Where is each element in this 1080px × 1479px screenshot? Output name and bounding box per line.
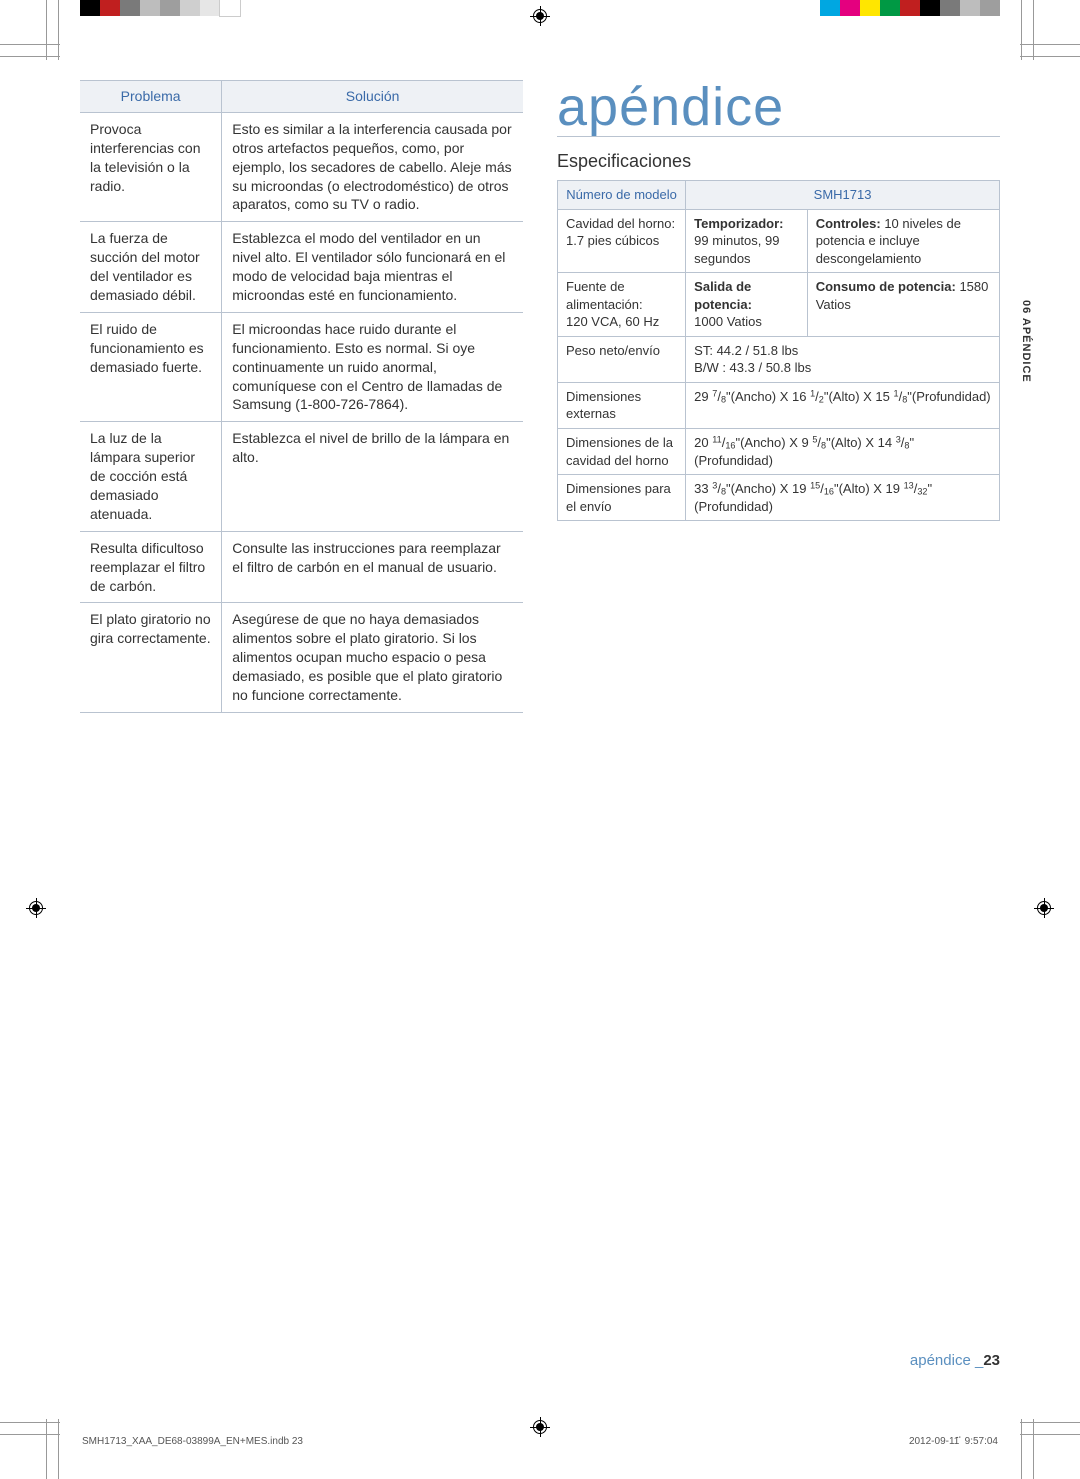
footer-page-number: 23 (983, 1352, 1000, 1369)
registration-chip (960, 0, 980, 16)
spec-row: Dimensiones externas29 7/8"(Ancho) X 16 … (558, 382, 1000, 428)
imprint-line: SMH1713_XAA_DE68-03899A_EN+MES.indb 23 2… (82, 1436, 998, 1447)
spec-value-cell: Consumo de potencia: 1580 Vatios (807, 273, 999, 337)
trouble-row: Provoca interferencias con la televisión… (80, 112, 523, 221)
registration-chip (980, 0, 1000, 16)
trouble-row: La luz de la lámpara superior de cocción… (80, 422, 523, 531)
spec-label-cell: Peso neto/envío (558, 336, 686, 382)
trouble-problem-cell: El plato giratorio no gira correctamente… (80, 603, 222, 712)
crop-mark (0, 44, 60, 45)
registration-chip (120, 0, 140, 16)
page-content: Problema Solución Provoca interferencias… (80, 80, 1000, 1369)
crop-mark (0, 1434, 60, 1435)
spec-value-cell: 33 3/8"(Ancho) X 19 15/16"(Alto) X 19 13… (686, 475, 1000, 521)
crop-mark (1021, 0, 1022, 60)
registration-chip (200, 0, 220, 16)
registration-chip (220, 0, 240, 16)
registration-chip (180, 0, 200, 16)
left-column: Problema Solución Provoca interferencias… (80, 80, 523, 713)
spec-label-cell: Fuente de alimentación: 120 VCA, 60 Hz (558, 273, 686, 337)
trouble-header-solution: Solución (222, 81, 523, 113)
trouble-row: El ruido de funcionamiento es demasiado … (80, 312, 523, 421)
registration-chip (140, 0, 160, 16)
crop-mark (46, 1419, 47, 1479)
spec-label-cell: Dimensiones externas (558, 382, 686, 428)
trouble-problem-cell: El ruido de funcionamiento es demasiado … (80, 312, 222, 421)
crop-mark (0, 1422, 60, 1423)
crop-mark (58, 0, 59, 60)
registration-chip (880, 0, 900, 16)
trouble-solution-cell: Establezca el modo del ventilador en un … (222, 222, 523, 313)
crop-mark (1020, 44, 1080, 45)
registration-chip (100, 0, 120, 16)
spec-label-cell: Cavidad del horno: 1.7 pies cúbicos (558, 209, 686, 273)
spec-row: Fuente de alimentación: 120 VCA, 60 HzSa… (558, 273, 1000, 337)
registration-chip (940, 0, 960, 16)
trouble-row: Resulta dificultoso reemplazar el filtro… (80, 531, 523, 603)
spec-value-cell: Temporizador:99 minutos, 99 segundos (686, 209, 808, 273)
crop-mark (1021, 1419, 1022, 1479)
crop-mark (1033, 1419, 1034, 1479)
crop-mark (1020, 1434, 1080, 1435)
spec-value-cell: ST: 44.2 / 51.8 lbs B/W : 43.3 / 50.8 lb… (686, 336, 1000, 382)
spec-row: Cavidad del horno: 1.7 pies cúbicosTempo… (558, 209, 1000, 273)
spec-row: Dimensiones de la cavidad del horno20 11… (558, 429, 1000, 475)
trouble-problem-cell: Resulta dificultoso reemplazar el filtro… (80, 531, 222, 603)
trouble-solution-cell: Establezca el nivel de brillo de la lámp… (222, 422, 523, 531)
appendix-title: apéndice (557, 80, 1000, 137)
footer-section-label: apéndice _ (910, 1352, 983, 1369)
spec-label-cell: Dimensiones de la cavidad del horno (558, 429, 686, 475)
spec-row: Dimensiones para el envío33 3/8"(Ancho) … (558, 475, 1000, 521)
registration-left-chips (80, 0, 240, 21)
side-tab: 06 APÉNDICE (1020, 300, 1032, 383)
spec-table: Número de modelo SMH1713 Cavidad del hor… (557, 180, 1000, 521)
trouble-solution-cell: Esto es similar a la interferencia causa… (222, 112, 523, 221)
crop-mark (46, 0, 47, 60)
spec-value-cell: Controles: 10 niveles de potencia e incl… (807, 209, 999, 273)
spec-label-cell: Dimensiones para el envío (558, 475, 686, 521)
registration-target-left (26, 898, 46, 918)
crop-mark (58, 1419, 59, 1479)
right-column: apéndice Especificaciones Número de mode… (557, 80, 1000, 713)
trouble-row: La fuerza de succión del motor del venti… (80, 222, 523, 313)
trouble-problem-cell: La luz de la lámpara superior de cocción… (80, 422, 222, 531)
registration-target-right (1034, 898, 1054, 918)
spec-header-model-label: Número de modelo (558, 181, 686, 210)
registration-right-chips (820, 0, 1000, 21)
spec-subtitle: Especificaciones (557, 151, 1000, 172)
registration-chip (920, 0, 940, 16)
registration-chip (80, 0, 100, 16)
registration-chip (840, 0, 860, 16)
trouble-solution-cell: El microondas hace ruido durante el func… (222, 312, 523, 421)
imprint-right: 2012-09-11 ፟ 9:57:04 (909, 1436, 998, 1447)
spec-header-model-value: SMH1713 (686, 181, 1000, 210)
spec-value-cell: 20 11/16"(Ancho) X 9 5/8"(Alto) X 14 3/8… (686, 429, 1000, 475)
crop-mark (0, 56, 60, 57)
spec-value-cell: Salida de potencia:1000 Vatios (686, 273, 808, 337)
trouble-solution-cell: Consulte las instrucciones para reemplaz… (222, 531, 523, 603)
crop-mark (1033, 0, 1034, 60)
registration-target-top (530, 6, 550, 26)
trouble-problem-cell: La fuerza de succión del motor del venti… (80, 222, 222, 313)
troubleshooting-table: Problema Solución Provoca interferencias… (80, 80, 523, 713)
spec-value-cell: 29 7/8"(Ancho) X 16 1/2"(Alto) X 15 1/8"… (686, 382, 1000, 428)
trouble-solution-cell: Asegúrese de que no haya demasiados alim… (222, 603, 523, 712)
registration-chip (860, 0, 880, 16)
spec-row: Peso neto/envíoST: 44.2 / 51.8 lbs B/W :… (558, 336, 1000, 382)
crop-mark (1020, 56, 1080, 57)
footer-section: apéndice _23 (910, 1352, 1000, 1369)
crop-mark (1020, 1422, 1080, 1423)
imprint-left: SMH1713_XAA_DE68-03899A_EN+MES.indb 23 (82, 1436, 303, 1447)
registration-target-bottom (530, 1417, 550, 1437)
registration-chip (160, 0, 180, 16)
trouble-row: El plato giratorio no gira correctamente… (80, 603, 523, 712)
trouble-problem-cell: Provoca interferencias con la televisión… (80, 112, 222, 221)
trouble-header-problem: Problema (80, 81, 222, 113)
registration-chip (820, 0, 840, 16)
registration-chip (900, 0, 920, 16)
